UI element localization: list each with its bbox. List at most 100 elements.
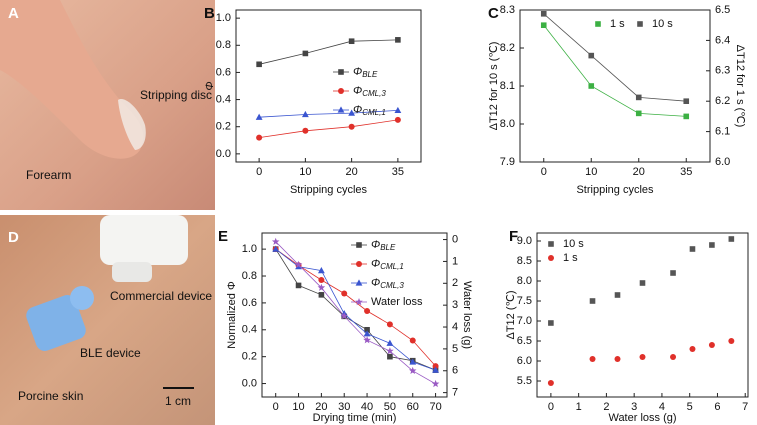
y2-tick-label: 6 (452, 365, 458, 377)
x-tick-label: 2 (603, 401, 609, 413)
y-tick-label: 5.5 (517, 375, 532, 387)
y-tick-label: 8.1 (500, 80, 515, 92)
x-tick-label: 5 (687, 401, 693, 413)
marker (614, 356, 621, 362)
marker (639, 354, 646, 360)
series-line (259, 39, 398, 65)
y2-tick-label: 2 (452, 277, 458, 289)
marker (317, 283, 326, 291)
marker (386, 321, 393, 328)
marker (689, 346, 696, 352)
marker (670, 270, 676, 276)
x-tick-label: 0 (541, 166, 547, 178)
x-tick-label: 0 (548, 401, 554, 413)
y2-tick-label: 4 (452, 321, 458, 333)
legend-marker (356, 242, 362, 248)
x-tick-label: 7 (742, 401, 748, 413)
legend-marker (355, 279, 363, 286)
marker (363, 330, 371, 337)
marker (432, 363, 439, 370)
marker (318, 292, 325, 298)
legend-marker (338, 69, 344, 75)
marker (294, 260, 303, 268)
marker (317, 267, 325, 274)
panel-letter: F (509, 228, 518, 245)
marker (588, 52, 595, 59)
y-tick-label: 0.0 (242, 377, 257, 389)
marker (408, 366, 417, 374)
y-tick-label: 8.3 (500, 4, 515, 16)
plot-frame (536, 232, 749, 398)
y2-tick-label: 6.4 (715, 34, 730, 46)
y-tick-label: 7.0 (517, 315, 532, 327)
marker (589, 356, 596, 362)
x-tick-label: 40 (361, 401, 373, 413)
y2-axis-label: Water loss (g) (461, 281, 473, 349)
y-tick-label: 8.0 (500, 118, 515, 130)
y-tick-label: 0.6 (216, 66, 231, 78)
series-line (275, 241, 436, 385)
y2-tick-label: 6.5 (715, 4, 730, 16)
x-tick-label: 20 (633, 166, 645, 178)
y-tick-label: 1.0 (242, 243, 257, 255)
y-tick-label: 1.0 (216, 12, 231, 24)
x-tick-label: 10 (299, 166, 311, 178)
plot-frame (519, 9, 711, 163)
x-tick-label: 4 (659, 401, 665, 413)
marker (272, 245, 280, 252)
legend-marker (637, 21, 643, 27)
marker (256, 61, 262, 68)
marker (683, 98, 690, 104)
marker (363, 336, 371, 344)
legend-label: ΦCML,3 (371, 277, 404, 290)
panel-letter: D (8, 229, 19, 246)
marker (548, 320, 554, 326)
y-tick-label: 8.2 (500, 42, 515, 54)
legend-label: 10 s (652, 18, 673, 30)
y-tick-label: 0.2 (216, 121, 231, 133)
panel-letter: A (8, 5, 19, 22)
marker (256, 134, 263, 141)
commercial-device-tip (112, 262, 152, 282)
y-axis-label: ΔT12 (℃) (505, 290, 517, 339)
legend-label: Water loss (371, 296, 423, 308)
marker (409, 337, 416, 344)
y2-tick-label: 7 (452, 387, 458, 399)
y2-tick-label: 6.1 (715, 126, 730, 138)
panel-letter: B (204, 5, 215, 22)
x-tick-label: 0 (256, 166, 262, 178)
y2-tick-label: 6.3 (715, 65, 730, 77)
x-axis-label: Drying time (min) (313, 412, 397, 424)
marker (432, 366, 439, 373)
y-tick-label: 8.5 (517, 255, 532, 267)
photo-porcine: D Commercial device BLE device Porcine s… (0, 215, 215, 425)
series-line (275, 248, 436, 371)
series-line (543, 13, 687, 102)
y-tick-label: 0.0 (216, 148, 231, 160)
y-axis-label: Φ (204, 81, 216, 90)
legend-marker (356, 261, 362, 267)
x-axis-label: Stripping cycles (290, 184, 368, 196)
marker (614, 292, 621, 298)
marker (547, 380, 554, 386)
x-tick-label: 1 (576, 401, 582, 413)
series-line (259, 119, 398, 138)
marker (395, 37, 401, 43)
x-tick-label: 20 (315, 401, 327, 413)
x-axis-label: Stripping cycles (576, 184, 654, 196)
ble-device-cap (70, 286, 94, 310)
marker (301, 110, 309, 118)
marker (295, 282, 302, 289)
series-line (543, 24, 687, 117)
y-tick-label: 6.5 (517, 335, 532, 347)
plot-frame (261, 232, 448, 398)
marker (387, 353, 393, 360)
y-tick-label: 9.0 (517, 235, 532, 247)
y-axis-label: ΔT12 for 10 s (℃) (488, 42, 500, 131)
marker (689, 246, 696, 252)
marker (540, 22, 547, 28)
marker (639, 280, 646, 286)
legend-label: 1 s (563, 252, 578, 264)
marker (386, 347, 394, 355)
x-tick-label: 3 (631, 401, 637, 413)
